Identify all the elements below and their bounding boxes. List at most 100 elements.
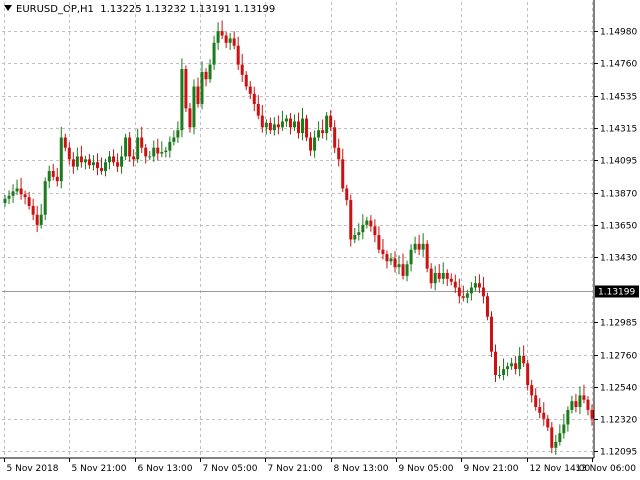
candle-bear	[369, 220, 373, 227]
candle-bull	[108, 156, 112, 163]
candle-bear	[248, 86, 252, 94]
candle-bear	[453, 281, 457, 288]
candle-bull	[353, 235, 357, 240]
candle-bear	[401, 264, 405, 276]
candle-bear	[385, 254, 389, 262]
candle-bull	[200, 71, 204, 104]
time-tick-label: 5 Nov 21:00	[72, 464, 127, 474]
candle-bear	[485, 296, 489, 317]
candle-bear	[236, 45, 240, 65]
price-tick-label: 1.12320	[600, 416, 637, 426]
candle-bear	[329, 115, 333, 128]
candle-bear	[429, 268, 433, 284]
candle-bull	[506, 366, 510, 370]
candle-bull	[47, 170, 51, 182]
candle-bear	[526, 363, 530, 386]
candle-bear	[232, 38, 236, 46]
candle-bull	[301, 118, 305, 134]
candle-bull	[104, 162, 108, 171]
candle-bear	[71, 159, 75, 167]
candle-bear	[393, 258, 397, 268]
candle-bull	[473, 283, 477, 288]
candle-bear	[252, 93, 256, 104]
candle-bull	[405, 264, 409, 276]
candle-bull	[558, 433, 562, 442]
candle-bull	[465, 293, 469, 298]
candle-bull	[433, 272, 437, 284]
candle-bear	[489, 316, 493, 352]
candle-bull	[228, 38, 232, 43]
candle-bear	[63, 137, 67, 148]
candle-bull	[413, 243, 417, 250]
candle-bull	[365, 220, 369, 225]
candle-bull	[264, 122, 268, 128]
candle-bull	[518, 356, 522, 370]
candle-bull	[168, 141, 172, 151]
candle-bear	[156, 147, 160, 154]
time-tick-label: 13 Nov 06:00	[575, 464, 636, 474]
time-tick-label: 7 Nov 21:00	[268, 464, 323, 474]
current-price-label: 1.13199	[598, 288, 635, 298]
candle-bull	[15, 188, 19, 192]
candle-bull	[216, 31, 220, 43]
candle-bull	[43, 181, 47, 215]
price-tick-label: 1.12095	[600, 448, 637, 458]
candle-bear	[112, 156, 116, 163]
candle-bear	[546, 418, 550, 428]
candle-bear	[67, 147, 71, 160]
candle-bear	[140, 137, 144, 148]
candle-bull	[510, 363, 514, 367]
candle-bear	[268, 122, 272, 131]
ohlc-close: 1.13199	[233, 4, 276, 15]
candle-bear	[345, 188, 349, 201]
candle-bear	[534, 395, 538, 408]
candle-bear	[522, 356, 526, 364]
candle-bear	[19, 188, 23, 195]
candle-bull	[148, 156, 152, 158]
candle-bear	[276, 124, 280, 128]
candle-bear	[128, 137, 132, 157]
candle-bear	[224, 35, 228, 43]
candle-bull	[91, 162, 95, 166]
candle-bull	[469, 287, 473, 294]
dropdown-triangle-icon	[4, 5, 12, 11]
candle-bull	[284, 118, 288, 122]
candle-bear	[538, 407, 542, 413]
candle-bull	[361, 224, 365, 233]
candle-bull	[75, 156, 79, 167]
candle-bull	[180, 69, 184, 131]
candle-bull	[192, 86, 196, 128]
candle-bear	[341, 159, 345, 189]
candle-bear	[79, 156, 83, 163]
candle-bear	[23, 194, 27, 198]
candle-bear	[333, 127, 337, 148]
candle-bear	[309, 137, 313, 151]
candle-bull	[176, 130, 180, 138]
candle-bear	[373, 226, 377, 236]
candle-bear	[95, 162, 99, 169]
time-tick-label: 6 Nov 13:00	[138, 464, 193, 474]
candle-bear	[381, 249, 385, 255]
candle-bear	[116, 162, 120, 167]
price-tick-label: 1.14980	[600, 28, 637, 38]
candle-bear	[204, 71, 208, 80]
candle-bear	[530, 385, 534, 396]
time-tick-label: 8 Nov 13:00	[334, 464, 389, 474]
candle-bear	[586, 399, 590, 410]
candle-bear	[349, 200, 353, 240]
candle-bear	[425, 243, 429, 269]
candle-bear	[288, 118, 292, 128]
candle-bull	[152, 147, 156, 157]
candle-bear	[494, 351, 498, 375]
candle-bear	[31, 205, 35, 215]
candle-bull	[59, 137, 63, 182]
candle-bear	[457, 287, 461, 297]
candle-bear	[417, 243, 421, 250]
candle-bull	[397, 264, 401, 268]
candle-bull	[498, 374, 502, 376]
candle-bear	[51, 170, 55, 177]
candle-bull	[562, 424, 566, 434]
price-tick-label: 1.12985	[600, 319, 637, 329]
